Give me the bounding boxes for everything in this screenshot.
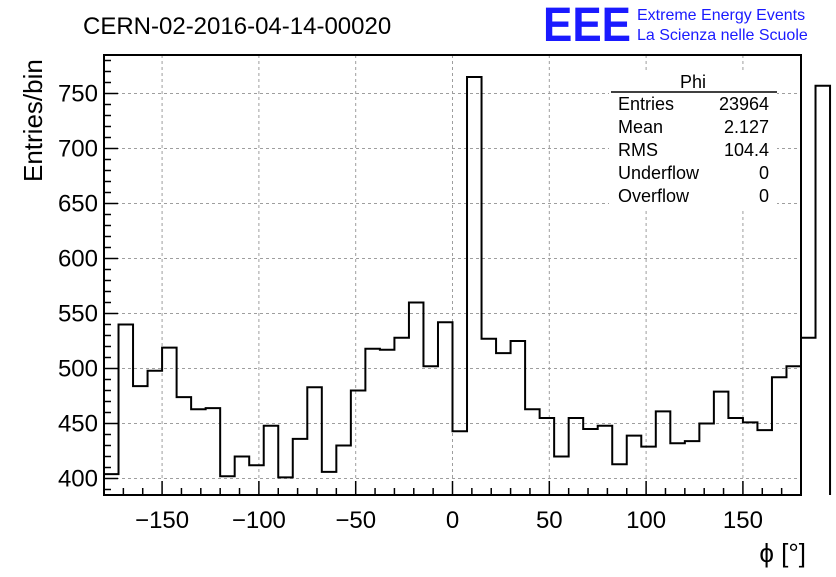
histogram-bin: [728, 418, 743, 495]
x-tick-label: 150: [723, 507, 763, 534]
histogram-bin: [554, 457, 569, 496]
histogram-bin: [540, 418, 555, 495]
stats-row-mean: Mean 2.127: [618, 117, 769, 137]
plot-title: CERN-02-2016-04-14-00020: [83, 13, 391, 40]
stats-box: Phi Entries 23964 Mean 2.127 RMS 104.4 U…: [609, 72, 777, 210]
histogram-bin: [423, 366, 438, 495]
stats-row-overflow: Overflow 0: [618, 186, 769, 206]
histogram-bin: [438, 322, 453, 495]
stats-value: 0: [759, 163, 769, 183]
histogram-bin: [351, 391, 366, 496]
histogram-bin: [772, 377, 787, 495]
y-tick-label: 700: [58, 136, 98, 163]
y-tick-label: 400: [58, 466, 98, 493]
histogram-bin: [133, 386, 148, 495]
histogram-bin: [786, 366, 801, 495]
histogram-bin: [278, 477, 293, 495]
stats-row-entries: Entries 23964: [618, 94, 769, 114]
histogram-bin: [264, 426, 279, 495]
histogram-bin: [714, 392, 729, 495]
histogram-bin: [119, 325, 134, 496]
stats-value: 2.127: [724, 117, 769, 137]
histogram-bin: [249, 465, 264, 495]
histogram-bin: [293, 439, 308, 495]
histogram-bin: [235, 457, 250, 496]
histogram-bin: [816, 86, 831, 495]
histogram-bin: [685, 441, 700, 495]
logo-line-1: Extreme Energy Events: [637, 7, 805, 24]
x-tick-label: −50: [335, 507, 376, 534]
histogram-bin: [670, 443, 685, 495]
histogram-bin: [191, 409, 206, 495]
histogram-bin: [409, 303, 424, 496]
histogram-bin: [380, 350, 395, 495]
histogram-bin: [801, 338, 816, 495]
histogram-bin: [569, 418, 584, 495]
histogram-bin: [743, 422, 758, 495]
histogram-bin: [394, 338, 409, 495]
histogram-bin: [612, 464, 627, 495]
histogram-bin: [177, 397, 192, 495]
stats-row-rms: RMS 104.4: [618, 140, 769, 160]
histogram-bin: [525, 409, 540, 495]
histogram-bin: [467, 77, 482, 495]
histogram-bin: [656, 411, 671, 495]
stats-label: Underflow: [618, 163, 700, 183]
eee-logo-text: EEE: [543, 0, 631, 52]
histogram-bin: [511, 341, 526, 495]
stats-label: Entries: [618, 94, 674, 114]
histogram-bin: [757, 430, 772, 495]
x-tick-label: −100: [232, 507, 286, 534]
histogram-bin: [206, 408, 221, 495]
x-tick-label: 50: [536, 507, 563, 534]
x-tick-label: −150: [135, 507, 189, 534]
histogram-bin: [162, 348, 177, 495]
y-tick-label: 600: [58, 246, 98, 273]
histogram-outline: [103, 76, 832, 495]
histogram-bin: [583, 429, 598, 495]
x-tick-label: 100: [626, 507, 666, 534]
stats-row-underflow: Underflow 0: [618, 163, 769, 183]
stats-value: 23964: [719, 94, 769, 114]
y-tick-label: 450: [58, 411, 98, 438]
histogram-bin: [482, 339, 497, 495]
stats-box-background: [609, 72, 777, 210]
histogram-bin: [598, 426, 613, 495]
histogram-bin: [453, 431, 468, 495]
histogram-bin: [148, 371, 163, 495]
y-axis-label: Entries/bin: [18, 59, 48, 182]
stats-label: RMS: [618, 140, 658, 160]
x-axis-ticks: −150 −100 −50 0 50 100 150: [122, 481, 783, 534]
histogram-bin: [496, 353, 511, 495]
histogram-bin: [336, 446, 351, 496]
histogram-bin: [307, 387, 322, 495]
eee-logo: EEE Extreme Energy Events La Scienza nel…: [543, 0, 808, 52]
stats-label: Overflow: [618, 186, 690, 206]
x-axis-label: ϕ [°]: [759, 538, 806, 568]
histogram-bin: [365, 349, 380, 495]
stats-value: 0: [759, 186, 769, 206]
stats-value: 104.4: [724, 140, 769, 160]
histogram-bin: [627, 436, 642, 495]
y-tick-label: 650: [58, 191, 98, 218]
stats-label: Mean: [618, 117, 663, 137]
histogram-bin: [104, 474, 119, 495]
histogram-bin: [322, 472, 337, 495]
histogram-bin: [220, 476, 235, 495]
y-axis-ticks: 400 450 500 550 600 650 700 750: [58, 59, 118, 493]
histogram-bin: [641, 447, 656, 495]
logo-line-2: La Scienza nelle Scuole: [637, 27, 808, 44]
x-tick-label: 0: [446, 507, 459, 534]
y-tick-label: 550: [58, 301, 98, 328]
stats-title: Phi: [680, 72, 706, 92]
y-tick-label: 500: [58, 356, 98, 383]
histogram-bin: [699, 424, 714, 496]
y-tick-label: 750: [58, 81, 98, 108]
